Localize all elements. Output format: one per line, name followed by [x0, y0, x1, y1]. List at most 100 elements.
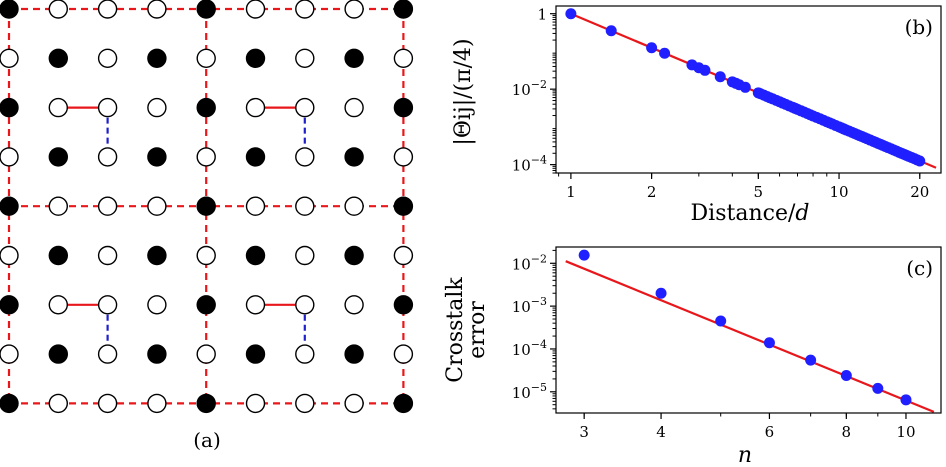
site-filled [196, 393, 216, 414]
site-filled [48, 48, 68, 68]
panel-a-label: (a) [193, 428, 221, 452]
site-open [147, 97, 167, 118]
site-filled [0, 295, 19, 315]
site-open [0, 48, 19, 68]
data-point [699, 64, 711, 76]
site-filled [48, 344, 68, 364]
site-open [196, 48, 216, 68]
panel-label: (c) [906, 256, 933, 280]
site-filled [0, 196, 19, 216]
site-filled [196, 196, 216, 216]
site-open [0, 147, 19, 167]
site-filled [48, 245, 68, 266]
data-point [763, 337, 775, 349]
site-filled [245, 147, 266, 167]
site-open [393, 147, 414, 167]
site-open [48, 97, 68, 118]
site-open [0, 344, 19, 364]
y-tick-label: 10−4 [512, 338, 547, 359]
data-point [565, 8, 577, 20]
data-point [646, 42, 658, 54]
site-filled [245, 245, 266, 266]
site-filled [344, 245, 364, 266]
y-tick-label: 10−2 [512, 78, 547, 99]
site-open [97, 344, 118, 364]
site-open [295, 97, 315, 118]
x-tick-label: 20 [910, 183, 929, 201]
panel-b-chart: 1 2 5 10 20 1 10−2 10−4 (b) Distance/d |Θij|/(π/4) [451, 5, 942, 226]
data-point [605, 25, 617, 37]
x-tick-label: 4 [656, 423, 666, 441]
x-tick-label: 6 [765, 423, 775, 441]
site-filled [147, 344, 167, 364]
site-filled [0, 0, 19, 19]
site-filled [344, 344, 364, 364]
y-tick-label: 1 [537, 6, 547, 24]
fit-line [565, 260, 935, 413]
site-open [97, 295, 118, 315]
data-point [840, 370, 852, 382]
site-open [295, 0, 315, 19]
site-open [344, 0, 364, 19]
site-filled [0, 97, 19, 118]
site-filled [147, 48, 167, 68]
x-axis-label: Distance/d [691, 201, 810, 226]
site-filled [393, 0, 414, 19]
site-open [48, 295, 68, 315]
site-open [97, 393, 118, 414]
site-filled [344, 48, 364, 68]
data-point [914, 155, 926, 167]
site-open [295, 295, 315, 315]
site-open [245, 295, 266, 315]
site-filled [196, 295, 216, 315]
x-tick-label: 10 [896, 423, 915, 441]
site-open [295, 245, 315, 266]
site-filled [245, 344, 266, 364]
panel-a-lattice [0, 0, 414, 414]
site-open [295, 344, 315, 364]
site-open [147, 393, 167, 414]
site-open [295, 147, 315, 167]
x-tick-label: 5 [754, 183, 764, 201]
x-tick-label: 8 [842, 423, 852, 441]
site-open [147, 295, 167, 315]
site-open [393, 344, 414, 364]
data-point [900, 394, 912, 406]
site-open [97, 147, 118, 167]
site-open [97, 48, 118, 68]
plot-frame [555, 246, 942, 414]
site-filled [147, 245, 167, 266]
site-open [97, 0, 118, 19]
site-open [245, 97, 266, 118]
y-tick-label: 10−2 [512, 252, 547, 273]
site-filled [0, 393, 19, 414]
site-filled [393, 295, 414, 315]
site-open [196, 344, 216, 364]
site-open [344, 393, 364, 414]
site-open [147, 0, 167, 19]
x-tick-label: 3 [579, 423, 589, 441]
y-tick-label: 10−5 [512, 381, 547, 402]
site-filled [196, 97, 216, 118]
site-open [344, 295, 364, 315]
y-axis-label: |Θij|/(π/4) [451, 38, 476, 145]
site-filled [344, 147, 364, 167]
site-open [147, 196, 167, 216]
data-point [714, 71, 726, 83]
y-tick-label: 10−3 [512, 295, 547, 316]
x-axis-label: n [738, 443, 752, 467]
site-open [344, 196, 364, 216]
y-tick-label: 10−4 [512, 154, 547, 175]
data-point [872, 382, 884, 394]
site-filled [48, 147, 68, 167]
site-open [196, 245, 216, 266]
y-axis-label-line1: Crosstalk [443, 277, 468, 383]
site-open [97, 245, 118, 266]
site-open [245, 196, 266, 216]
site-open [48, 0, 68, 19]
site-open [344, 97, 364, 118]
data-point [578, 249, 590, 261]
site-open [393, 245, 414, 266]
